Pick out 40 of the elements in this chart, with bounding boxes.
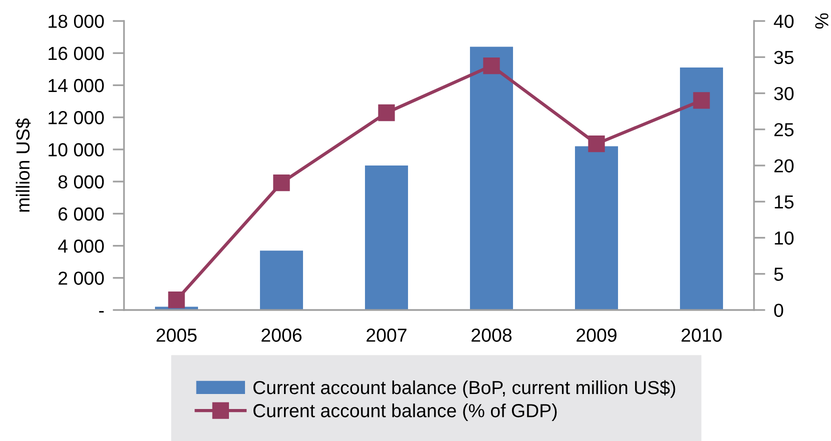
y-tick-label: 12 000 xyxy=(48,111,104,124)
bar xyxy=(680,68,724,310)
y2-tick-label: 20 xyxy=(774,159,794,172)
point xyxy=(378,104,395,122)
y-tick-label: - xyxy=(99,311,104,313)
x-tick-label: 2006 xyxy=(262,328,302,342)
x-tick-label: 2009 xyxy=(576,328,616,342)
point xyxy=(483,57,500,74)
y-tick-label: 8 000 xyxy=(58,175,104,189)
point xyxy=(168,292,185,308)
y-tick-label: 2 000 xyxy=(58,272,104,285)
y-axis-title: million US$ xyxy=(16,118,31,212)
y2-tick-label: 25 xyxy=(774,123,794,136)
point xyxy=(273,174,290,192)
x-tick-label: 2010 xyxy=(682,328,722,342)
y2-tick-label: 5 xyxy=(774,268,784,281)
x-tick-label: 2007 xyxy=(366,328,406,342)
legend-label: Current account balance (% of GDP) xyxy=(253,404,557,422)
legend-label: Current account balance (BoP, current million US$) xyxy=(253,380,676,398)
x-tick-label: 2005 xyxy=(156,328,197,342)
bar xyxy=(364,166,408,310)
y-tick-label: 10 000 xyxy=(48,143,104,156)
y-tick-label: 16 000 xyxy=(48,46,104,60)
y-tick-label: 4 000 xyxy=(58,239,104,253)
bar xyxy=(574,146,618,310)
point xyxy=(693,92,710,109)
y2-tick-label: 40 xyxy=(774,14,794,28)
y2-tick-label: 10 xyxy=(774,231,794,245)
y-tick-label: 18 000 xyxy=(48,14,104,28)
y2-tick-label: 15 xyxy=(774,196,794,209)
y2-tick-label: 30 xyxy=(774,86,794,100)
y2-axis-title: % xyxy=(815,13,828,29)
bar xyxy=(260,250,304,310)
y2-tick-label: 35 xyxy=(774,50,794,64)
bar xyxy=(470,46,514,310)
y-tick-label: 6 000 xyxy=(58,207,104,221)
y-tick-label: 14 000 xyxy=(48,78,104,92)
y2-tick-label: 0 xyxy=(774,304,784,317)
point xyxy=(588,135,605,152)
x-tick-label: 2008 xyxy=(472,328,512,342)
